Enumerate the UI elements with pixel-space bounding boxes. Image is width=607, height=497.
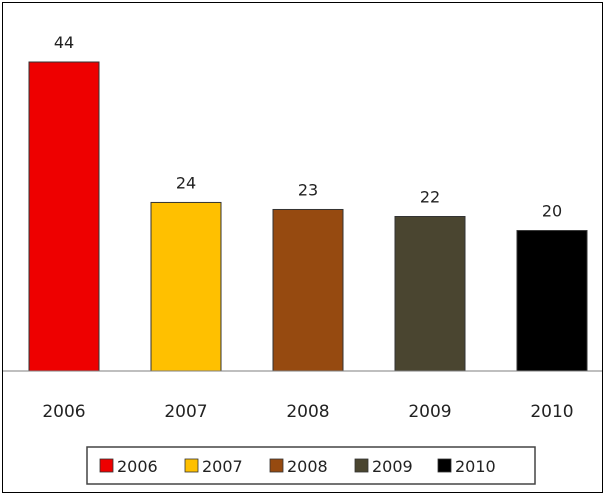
data-label-2008: 23 xyxy=(298,180,318,199)
legend-swatch-2007 xyxy=(184,458,199,473)
x-tick-label-2007: 2007 xyxy=(164,402,207,422)
legend: 2006 2007 2008 2009 2010 xyxy=(99,457,496,476)
data-label-2010: 20 xyxy=(542,202,562,221)
bar-2008 xyxy=(272,208,344,372)
x-tick-label-2006: 2006 xyxy=(42,402,85,422)
legend-swatch-2009 xyxy=(354,458,369,473)
bar-2009 xyxy=(394,216,466,372)
legend-label-2010: 2010 xyxy=(455,457,496,476)
data-label-2009: 22 xyxy=(420,188,440,207)
legend-label-2007: 2007 xyxy=(202,457,243,476)
x-tick-label-2009: 2009 xyxy=(408,402,451,422)
legend-label-2006: 2006 xyxy=(117,457,158,476)
legend-swatch-2008 xyxy=(269,458,284,473)
x-tick-label-2010: 2010 xyxy=(530,402,573,422)
legend-swatch-2010 xyxy=(437,458,452,473)
bars-group: 44 24 23 22 20 xyxy=(28,33,588,372)
legend-label-2008: 2008 xyxy=(287,457,328,476)
bar-2007 xyxy=(150,201,222,372)
legend-label-2009: 2009 xyxy=(372,457,413,476)
x-tick-labels: 2006 2007 2008 2009 2010 xyxy=(42,402,573,422)
x-tick-label-2008: 2008 xyxy=(286,402,329,422)
legend-swatch-2006 xyxy=(99,458,114,473)
legend-box xyxy=(86,446,536,485)
data-label-2007: 24 xyxy=(176,173,196,192)
bar-2006 xyxy=(28,61,100,372)
data-label-2006: 44 xyxy=(54,33,74,52)
bar-2010 xyxy=(516,230,588,372)
